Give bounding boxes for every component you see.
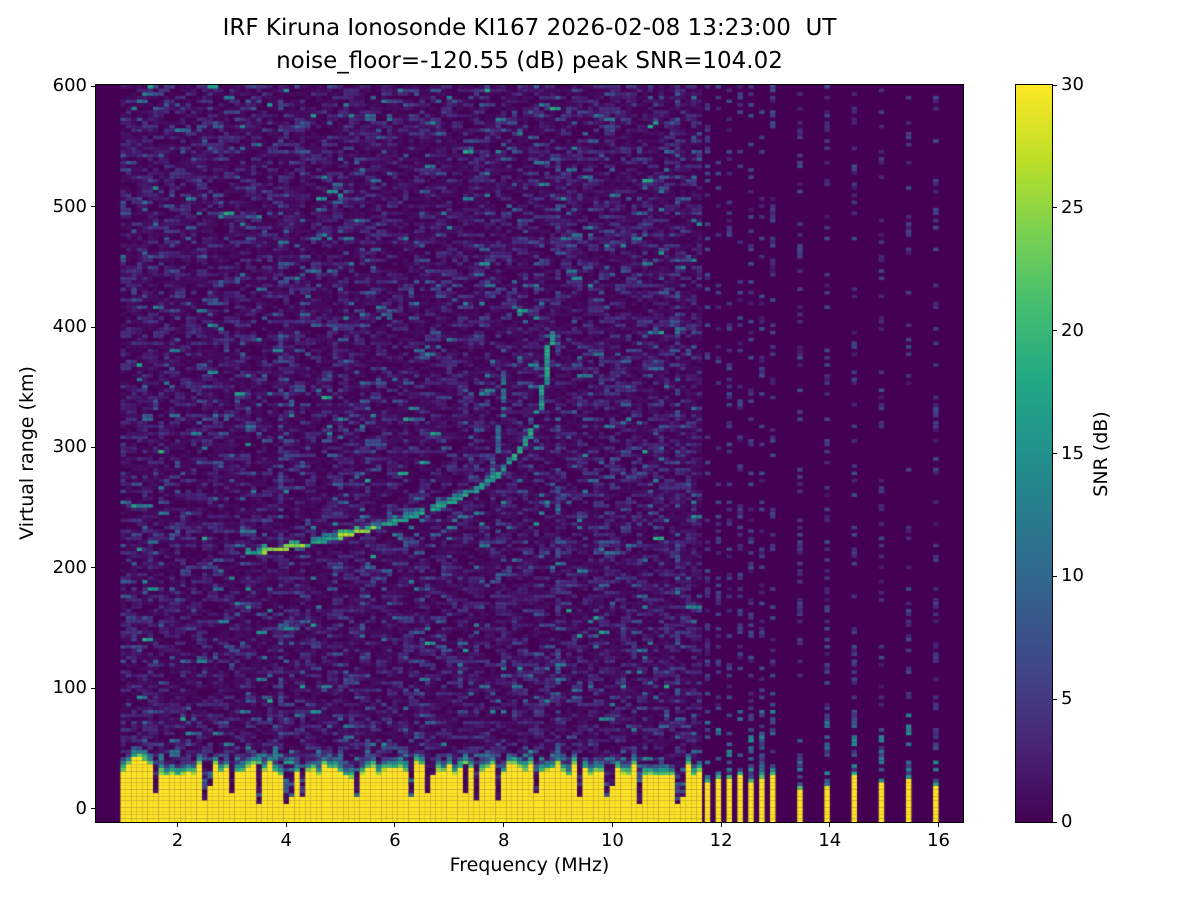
x-tick-label: 14 [818, 830, 842, 851]
chart-title-line2: noise_floor=-120.55 (dB) peak SNR=104.02 [276, 48, 783, 74]
colorbar-gradient-canvas [1016, 85, 1052, 822]
y-tick-label: 300 [52, 436, 87, 458]
y-tick-label: 600 [52, 75, 87, 97]
y-tick-label: 500 [52, 195, 87, 217]
chart-title-line1: IRF Kiruna Ionosonde KI167 2026-02-08 13… [222, 15, 837, 41]
x-tick-mark [720, 823, 722, 827]
x-tick-mark [285, 823, 287, 827]
x-tick-mark [938, 823, 940, 827]
x-tick-label: 4 [280, 830, 292, 851]
y-tick-mark [91, 85, 95, 87]
colorbar-tick-mark [1053, 575, 1057, 577]
colorbar [1015, 84, 1053, 823]
y-tick-mark [91, 687, 95, 689]
y-tick-mark [91, 567, 95, 569]
x-tick-mark [177, 823, 179, 827]
colorbar-label: SNR (dB) [1090, 411, 1112, 497]
y-tick-mark [91, 446, 95, 448]
chart-title: IRF Kiruna Ionosonde KI167 2026-02-08 13… [96, 12, 963, 78]
y-tick-label: 200 [52, 556, 87, 578]
x-tick-label: 10 [600, 830, 624, 851]
colorbar-tick-mark [1053, 821, 1057, 823]
plot-area [95, 84, 964, 823]
colorbar-tick-label: 5 [1061, 688, 1073, 710]
y-tick-mark [91, 326, 95, 328]
colorbar-tick-label: 25 [1061, 196, 1084, 218]
x-tick-label: 2 [171, 830, 184, 851]
y-axis-label: Virtual range (km) [16, 366, 38, 540]
colorbar-tick-mark [1053, 84, 1057, 86]
y-tick-mark [91, 808, 95, 810]
colorbar-tick-mark [1053, 453, 1057, 454]
x-tick-mark [503, 823, 505, 827]
x-tick-mark [394, 823, 396, 827]
colorbar-tick-label: 10 [1061, 565, 1084, 587]
y-tick-label: 100 [52, 677, 87, 699]
colorbar-tick-label: 20 [1061, 319, 1084, 341]
x-tick-label: 6 [389, 830, 401, 851]
colorbar-tick-mark [1053, 330, 1057, 332]
colorbar-tick-label: 0 [1061, 811, 1073, 832]
y-tick-label: 0 [75, 797, 87, 819]
colorbar-tick-mark [1053, 207, 1057, 209]
ionogram-heatmap-canvas [96, 85, 963, 822]
y-tick-mark [91, 206, 95, 208]
x-axis-label: Frequency (MHz) [449, 854, 610, 876]
colorbar-tick-label: 30 [1061, 74, 1084, 95]
x-tick-mark [829, 823, 831, 827]
colorbar-tick-label: 15 [1061, 442, 1084, 464]
colorbar-tick-mark [1053, 698, 1057, 700]
x-tick-label: 12 [709, 830, 733, 851]
x-tick-label: 16 [927, 830, 950, 851]
y-tick-label: 400 [52, 316, 87, 338]
x-tick-mark [611, 823, 613, 827]
x-tick-label: 8 [497, 830, 510, 851]
